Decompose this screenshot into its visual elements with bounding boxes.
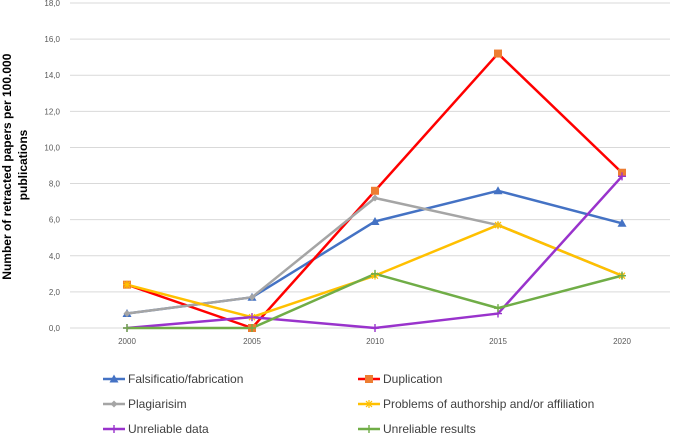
legend-label: Problems of authorship and/or affiliatio… (383, 397, 594, 411)
data-point (618, 271, 626, 280)
x-tick-label: 2015 (489, 337, 507, 346)
data-point (248, 313, 256, 322)
legend-label: Plagiarisim (128, 397, 187, 411)
y-tick-label: 16,0 (44, 35, 60, 44)
data-point (248, 324, 256, 332)
y-tick-label: 8,0 (49, 180, 61, 189)
data-point (618, 172, 626, 181)
data-point (494, 304, 502, 313)
y-axis-label-line-1: Number of retracted papers per 100.000 (0, 53, 14, 279)
legend-marker (110, 400, 118, 408)
data-point (248, 293, 256, 301)
data-point (370, 216, 380, 225)
series-markers (122, 49, 627, 332)
legend-label: Unreliable data (128, 422, 209, 435)
y-tick-label: 6,0 (49, 216, 61, 225)
legend-marker (365, 425, 373, 433)
x-tick-label: 2010 (366, 337, 384, 346)
legend-marker (109, 374, 119, 383)
y-axis-label-line-2: publications (16, 129, 30, 200)
y-axis-tick-labels: 0,0 2,0 4,0 6,0 8,0 10,0 12,0 14,0 16,0 18,0 (44, 0, 60, 333)
gridlines (70, 2, 670, 329)
legend-marker (110, 425, 118, 433)
data-point (123, 280, 131, 289)
y-tick-label: 12,0 (44, 107, 60, 116)
data-point (123, 324, 131, 332)
y-tick-label: 10,0 (44, 143, 60, 152)
data-point (493, 186, 503, 195)
data-point (371, 186, 379, 195)
y-tick-label: 14,0 (44, 71, 60, 80)
legend-marker (365, 375, 373, 383)
data-point (617, 218, 627, 227)
legend-label: Duplication (383, 372, 442, 386)
x-tick-label: 2005 (243, 337, 261, 346)
y-axis-label: Number of retracted papers per 100.000 p… (0, 50, 30, 279)
legend-label: Unreliable results (383, 422, 476, 435)
legend-label: Falsificatio/fabrication (128, 372, 243, 386)
x-axis-tick-labels: 2000 2005 2010 2015 2020 (118, 337, 631, 346)
y-tick-label: 2,0 (49, 288, 61, 297)
data-point (494, 221, 502, 230)
y-tick-label: 4,0 (49, 252, 61, 261)
legend-marker (365, 400, 373, 408)
x-tick-label: 2000 (118, 337, 136, 346)
legend: Falsificatio/fabrication Duplication Plagi… (103, 372, 594, 435)
x-tick-label: 2020 (613, 337, 631, 346)
data-point (123, 310, 131, 318)
data-point (371, 194, 379, 202)
series-line (127, 272, 623, 330)
data-point (371, 324, 379, 332)
data-point (371, 269, 379, 278)
y-tick-label: 0,0 (49, 324, 61, 333)
y-tick-label: 18,0 (44, 0, 60, 8)
data-point (494, 49, 502, 58)
